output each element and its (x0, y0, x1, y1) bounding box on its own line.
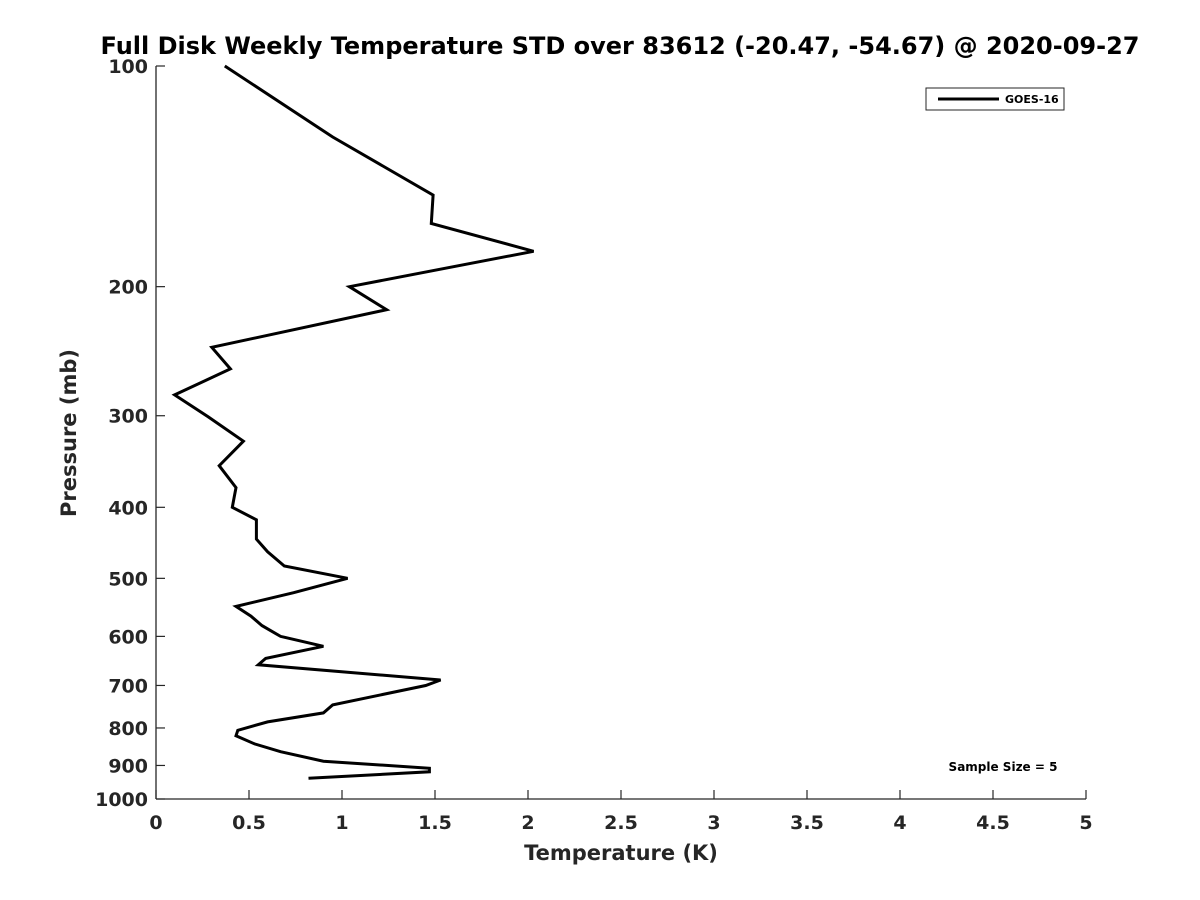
y-tick-label: 300 (108, 406, 148, 428)
y-tick-label: 1000 (95, 789, 148, 811)
sample-size-note: Sample Size = 5 (949, 760, 1058, 774)
x-tick-label: 4 (893, 812, 906, 834)
y-tick-label: 400 (108, 497, 148, 519)
y-tick-label: 800 (108, 718, 148, 740)
y-ticks: 100 200 300 400 500 600 700 800 900 1000 (95, 56, 165, 811)
series-line-goes16 (171, 64, 534, 780)
x-tick-label: 1 (335, 812, 348, 834)
chart-title: Full Disk Weekly Temperature STD over 83… (101, 32, 1140, 60)
y-tick-label: 200 (108, 277, 148, 299)
x-tick-label: 2 (521, 812, 534, 834)
y-tick-label: 700 (108, 675, 148, 697)
y-axis-label: Pressure (mb) (57, 349, 81, 517)
x-ticks: 0 0.5 1 1.5 2 2.5 3 3.5 4 4.5 5 (149, 790, 1093, 834)
legend: GOES-16 (925, 87, 1065, 111)
x-axis-label: Temperature (K) (524, 841, 718, 865)
y-tick-label: 900 (108, 755, 148, 777)
x-tick-label: 3.5 (790, 812, 824, 834)
x-tick-label: 1.5 (418, 812, 452, 834)
y-tick-label: 500 (108, 568, 148, 590)
x-tick-label: 4.5 (976, 812, 1010, 834)
legend-label-goes16: GOES-16 (1005, 93, 1059, 106)
y-tick-label: 100 (108, 56, 148, 78)
x-tick-label: 0.5 (232, 812, 266, 834)
x-tick-label: 2.5 (604, 812, 638, 834)
x-tick-label: 3 (707, 812, 720, 834)
x-tick-label: 5 (1079, 812, 1092, 834)
x-tick-label: 0 (149, 812, 162, 834)
y-tick-label: 600 (108, 626, 148, 648)
